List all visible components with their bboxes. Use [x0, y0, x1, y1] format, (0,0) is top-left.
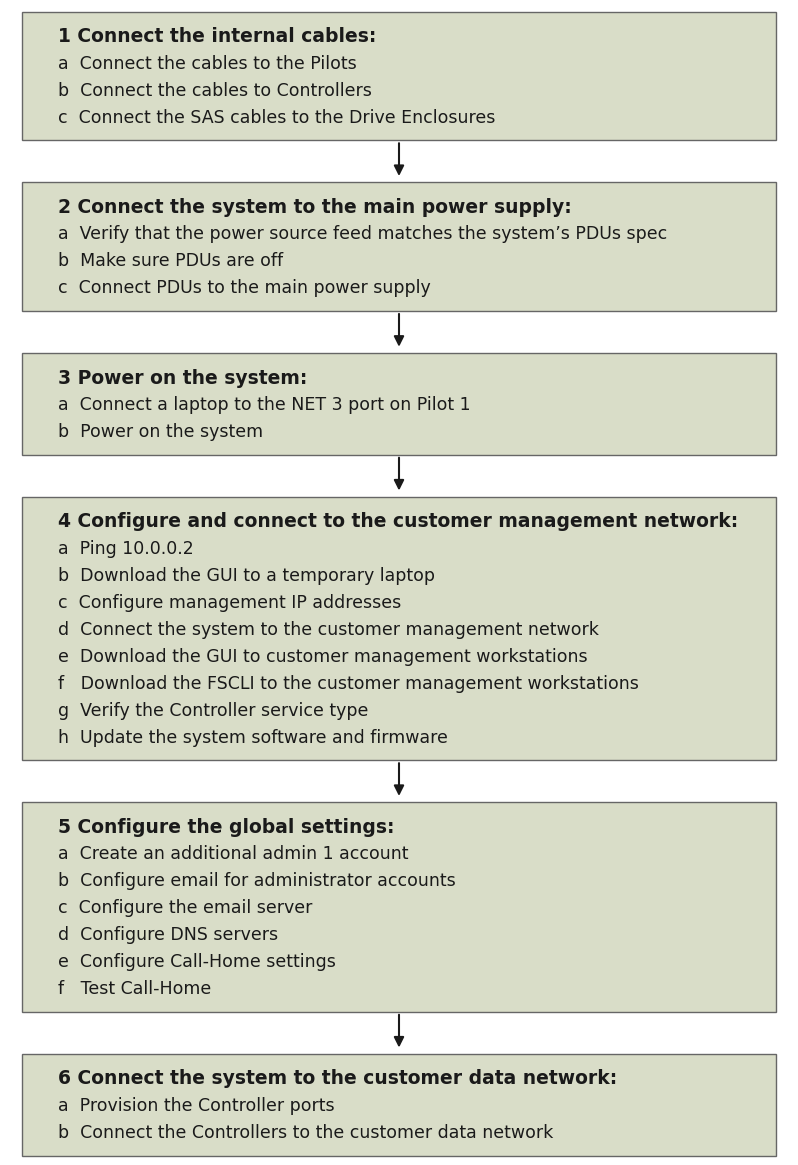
Text: e  Configure Call-Home settings: e Configure Call-Home settings: [58, 953, 336, 972]
Text: 1 Connect the internal cables:: 1 Connect the internal cables:: [58, 27, 377, 47]
Text: 5 Configure the global settings:: 5 Configure the global settings:: [58, 818, 395, 836]
Text: a  Verify that the power source feed matches the system’s PDUs spec: a Verify that the power source feed matc…: [58, 226, 667, 243]
Text: c  Connect PDUs to the main power supply: c Connect PDUs to the main power supply: [58, 280, 431, 297]
FancyBboxPatch shape: [22, 12, 776, 141]
Text: a  Create an additional admin 1 account: a Create an additional admin 1 account: [58, 846, 409, 863]
FancyBboxPatch shape: [22, 496, 776, 761]
Text: h  Update the system software and firmware: h Update the system software and firmwar…: [58, 728, 448, 747]
Text: c  Configure management IP addresses: c Configure management IP addresses: [58, 594, 401, 612]
Text: 4 Configure and connect to the customer management network:: 4 Configure and connect to the customer …: [58, 513, 738, 531]
Text: c  Configure the email server: c Configure the email server: [58, 899, 313, 917]
Text: b  Download the GUI to a temporary laptop: b Download the GUI to a temporary laptop: [58, 567, 435, 585]
Text: g  Verify the Controller service type: g Verify the Controller service type: [58, 701, 369, 720]
FancyBboxPatch shape: [22, 803, 776, 1012]
FancyBboxPatch shape: [22, 353, 776, 454]
Text: b  Power on the system: b Power on the system: [58, 423, 263, 442]
Text: a  Provision the Controller ports: a Provision the Controller ports: [58, 1097, 335, 1115]
Text: f   Download the FSCLI to the customer management workstations: f Download the FSCLI to the customer man…: [58, 675, 639, 693]
Text: b  Connect the cables to Controllers: b Connect the cables to Controllers: [58, 82, 372, 100]
Text: d  Connect the system to the customer management network: d Connect the system to the customer man…: [58, 621, 599, 638]
Text: f   Test Call-Home: f Test Call-Home: [58, 980, 211, 998]
Text: b  Connect the Controllers to the customer data network: b Connect the Controllers to the custome…: [58, 1124, 554, 1142]
FancyBboxPatch shape: [22, 1054, 776, 1156]
Text: 3 Power on the system:: 3 Power on the system:: [58, 368, 308, 388]
Text: 2 Connect the system to the main power supply:: 2 Connect the system to the main power s…: [58, 198, 572, 217]
Text: a  Ping 10.0.0.2: a Ping 10.0.0.2: [58, 539, 194, 558]
Text: b  Configure email for administrator accounts: b Configure email for administrator acco…: [58, 873, 456, 890]
FancyBboxPatch shape: [22, 183, 776, 311]
Text: d  Configure DNS servers: d Configure DNS servers: [58, 926, 279, 944]
Text: b  Make sure PDUs are off: b Make sure PDUs are off: [58, 253, 283, 270]
Text: a  Connect the cables to the Pilots: a Connect the cables to the Pilots: [58, 55, 357, 72]
Text: a  Connect a laptop to the NET 3 port on Pilot 1: a Connect a laptop to the NET 3 port on …: [58, 396, 471, 414]
Text: 6 Connect the system to the customer data network:: 6 Connect the system to the customer dat…: [58, 1069, 618, 1088]
Text: c  Connect the SAS cables to the Drive Enclosures: c Connect the SAS cables to the Drive En…: [58, 108, 496, 127]
Text: e  Download the GUI to customer management workstations: e Download the GUI to customer managemen…: [58, 648, 588, 665]
